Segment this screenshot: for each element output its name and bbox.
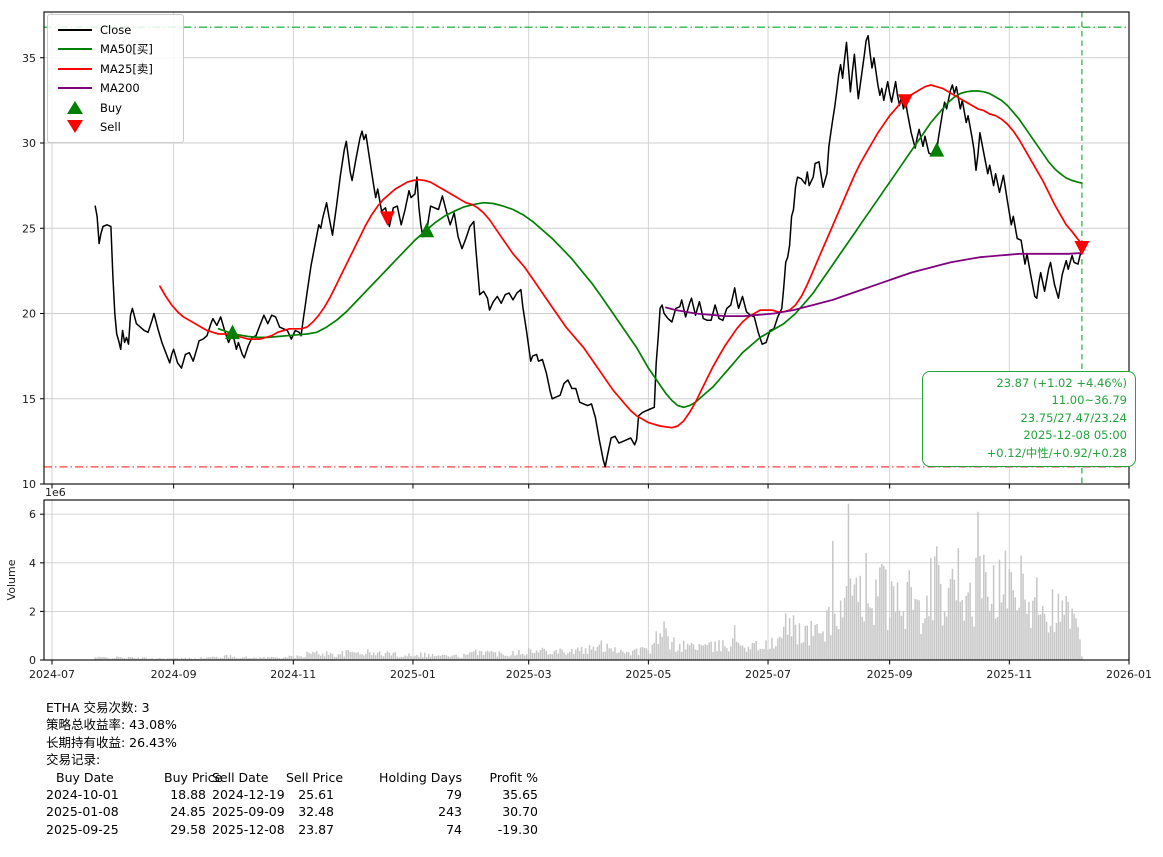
trade-count: ETHA 交易次数: 3	[46, 700, 150, 715]
col-header-profit: Profit %	[489, 769, 538, 785]
legend-label: MA50[买]	[100, 42, 153, 57]
legend-item-ma200: MA200	[57, 79, 175, 99]
trade-row-cell: 18.88	[170, 787, 206, 803]
gridlines	[44, 12, 1130, 660]
svg-text:35: 35	[22, 52, 36, 65]
trade-row-cell: 35.65	[502, 787, 538, 803]
trade-row-cell: 79	[446, 787, 462, 803]
ma50-line-swatch	[57, 48, 93, 51]
trade-row-cell: 74	[446, 821, 462, 837]
annotation-timestamp: 2025-12-08 05:00	[1023, 428, 1127, 443]
price-annotation-box: 23.87 (+1.02 +4.46%) 11.00~36.79 23.75/2…	[922, 371, 1136, 468]
trade-row-cell: 2025-09-25	[46, 821, 119, 837]
legend-item-buy: Buy	[57, 98, 175, 118]
legend-item-sell: Sell	[57, 118, 175, 138]
hold-return: 长期持有收益: 26.43%	[46, 734, 177, 750]
buy-marker	[929, 142, 945, 157]
sell-marker	[897, 94, 913, 109]
legend-label: Buy	[100, 100, 122, 115]
ma50-line	[217, 90, 1083, 409]
ma200-line	[665, 252, 1083, 318]
col-header-buy-date: Buy Date	[56, 769, 114, 785]
legend: Close MA50[买] MA25[卖] MA200 Buy Sell	[47, 14, 184, 143]
col-header-holding-days: Holding Days	[379, 769, 462, 785]
trade-markers	[224, 94, 1090, 340]
trade-row-cell: 2025-01-08	[46, 804, 119, 820]
buy-triangle-icon	[57, 101, 93, 115]
svg-text:2025-11: 2025-11	[986, 668, 1032, 681]
legend-item-ma50: MA50[买]	[57, 40, 175, 60]
trade-row-cell: 2025-09-09	[212, 804, 285, 820]
col-header-sell-price: Sell Price	[286, 769, 344, 785]
legend-label: MA25[卖]	[100, 61, 153, 76]
svg-text:2025-05: 2025-05	[625, 668, 671, 681]
close-line	[94, 34, 1083, 468]
svg-text:20: 20	[22, 308, 36, 321]
volume-bars	[94, 503, 1083, 660]
buy-marker	[224, 324, 240, 340]
svg-text:2026-01: 2026-01	[1106, 668, 1152, 681]
legend-item-ma25: MA25[卖]	[57, 59, 175, 79]
svg-text:2024-11: 2024-11	[270, 668, 316, 681]
trade-row-cell: -19.30	[497, 821, 538, 837]
svg-text:2025-03: 2025-03	[506, 668, 552, 681]
axes-spines	[43, 11, 1130, 661]
trade-log-title: 交易记录:	[46, 752, 101, 768]
legend-label: MA200	[100, 81, 140, 96]
legend-item-close: Close	[57, 20, 175, 40]
price-volume-chart: 10 15 20 25 30 35 0 2 4 6 2024-07 2024-09 2024-11 202…	[5, 11, 1152, 681]
sell-triangle-icon	[57, 119, 93, 133]
legend-label: Close	[100, 22, 132, 37]
svg-text:2024-09: 2024-09	[151, 668, 197, 681]
strategy-return: 策略总收益率: 43.08%	[46, 717, 177, 733]
col-header-buy-price: Buy Price	[164, 769, 223, 785]
annotation-range: 11.00~36.79	[1051, 393, 1127, 408]
trade-row-cell: 243	[438, 804, 462, 820]
trade-row-cell: 32.48	[298, 804, 334, 820]
svg-text:2: 2	[29, 605, 36, 618]
svg-text:30: 30	[22, 137, 36, 150]
ma200-line-swatch	[57, 87, 93, 90]
svg-text:1e6: 1e6	[45, 486, 66, 499]
ma25-line-swatch	[57, 67, 93, 70]
legend-label: Sell	[100, 120, 121, 135]
trade-row-cell: 24.85	[170, 804, 206, 820]
svg-text:2025-09: 2025-09	[867, 668, 913, 681]
svg-text:10: 10	[22, 478, 36, 491]
trades-table: Buy Date Buy Price Sell Date Sell Price …	[46, 769, 538, 839]
buy-marker	[419, 222, 435, 238]
svg-text:25: 25	[22, 222, 36, 235]
trade-row-cell: 2024-12-19	[212, 787, 285, 803]
trade-row-cell: 30.70	[502, 804, 538, 820]
trade-row-cell: 2024-10-01	[46, 787, 119, 803]
col-header-sell-date: Sell Date	[212, 769, 269, 785]
ma25-line	[159, 84, 1083, 429]
strategy-summary: ETHA 交易次数: 3 策略总收益率: 43.08% 长期持有收益: 26.4…	[46, 699, 538, 838]
svg-text:Volume: Volume	[5, 559, 18, 600]
trade-row-cell: 2025-12-08	[212, 821, 285, 837]
trade-row-cell: 25.61	[298, 787, 334, 803]
svg-text:15: 15	[22, 393, 36, 406]
svg-text:6: 6	[29, 508, 36, 521]
svg-text:2025-01: 2025-01	[390, 668, 436, 681]
sell-marker	[1074, 241, 1090, 256]
svg-text:2025-07: 2025-07	[745, 668, 791, 681]
svg-text:4: 4	[29, 557, 36, 570]
close-line-swatch	[57, 28, 93, 31]
annotation-levels: 23.75/27.47/23.24	[1020, 410, 1127, 425]
annotation-indicators: +0.12/中性/+0.92/+0.28	[986, 445, 1127, 460]
annotation-price-change: 23.87 (+1.02 +4.46%)	[996, 376, 1127, 390]
trade-row-cell: 29.58	[170, 821, 206, 837]
sell-marker	[379, 211, 395, 226]
trade-row-cell: 23.87	[298, 821, 334, 837]
svg-text:2024-07: 2024-07	[29, 668, 75, 681]
svg-text:0: 0	[29, 654, 36, 667]
axis-labels: 10 15 20 25 30 35 0 2 4 6 2024-07 2024-09 2024-11 202…	[5, 52, 1152, 681]
